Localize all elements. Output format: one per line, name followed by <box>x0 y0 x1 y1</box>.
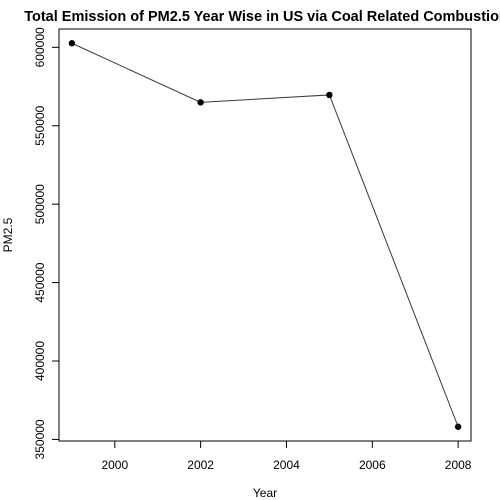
x-tick-label: 2008 <box>445 458 472 472</box>
plot-frame <box>58 28 472 442</box>
data-point <box>454 423 462 430</box>
y-tick-label: 600000 <box>33 27 47 67</box>
chart-title: Total Emission of PM2.5 Year Wise in US … <box>24 9 500 25</box>
x-tick-label: 2004 <box>273 458 300 472</box>
x-axis: 2000 2002 2004 2006 2008 <box>101 440 472 472</box>
series-line <box>71 42 459 427</box>
y-tick-label: 450000 <box>33 262 47 302</box>
y-tick-label: 350000 <box>33 419 47 459</box>
x-axis-label: Year <box>253 486 277 500</box>
x-tick-label: 2002 <box>187 458 214 472</box>
data-point <box>326 91 333 99</box>
y-tick-label: 400000 <box>33 341 47 381</box>
x-tick-label: 2000 <box>101 458 128 472</box>
y-tick-label: 500000 <box>33 184 47 224</box>
x-tick-label: 2006 <box>359 458 386 472</box>
y-axis: 350000 400000 450000 500000 550000 600000 <box>33 27 60 459</box>
data-point <box>68 40 76 47</box>
series-layer <box>68 40 462 430</box>
y-tick-label: 550000 <box>33 105 47 145</box>
y-axis-label: PM2.5 <box>1 217 15 252</box>
data-point <box>197 99 204 106</box>
